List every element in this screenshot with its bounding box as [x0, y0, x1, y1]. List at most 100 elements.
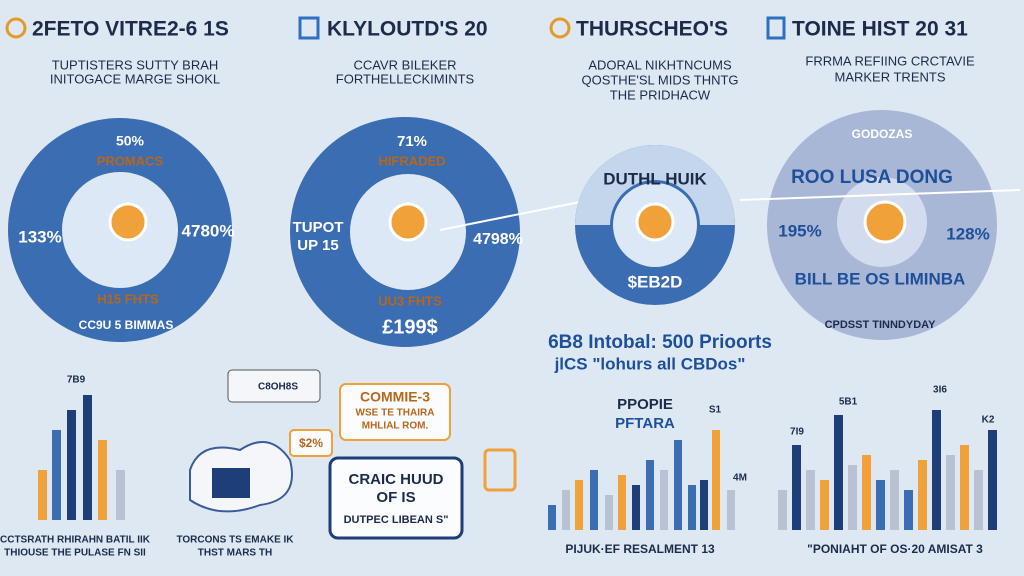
decorative-bar [618, 475, 626, 530]
subtitle: CCAVR BILEKER [353, 57, 456, 72]
icon [766, 16, 786, 40]
icon [483, 448, 517, 492]
label: HIFRADED [378, 153, 445, 168]
chart-label: 7B9 [67, 375, 86, 386]
decorative-bar [562, 490, 570, 530]
header-title: THURSCHEO'S [576, 18, 728, 41]
subtitle: THE PRIDHACW [610, 87, 711, 102]
percent-box [289, 429, 333, 457]
headline: 6B8 Intobal: 500 Prioorts [548, 332, 772, 353]
decorative-bar [98, 440, 107, 520]
decorative-bar [988, 430, 997, 530]
decorative-bar [848, 465, 857, 530]
decorative-bar [38, 470, 47, 520]
label: BILL BE OS LIMINBA [795, 269, 966, 288]
donut-arc [575, 145, 735, 225]
decorative-bar [820, 480, 829, 530]
decorative-bar [932, 410, 941, 530]
decorative-bar [904, 490, 913, 530]
decorative-bar [688, 485, 696, 530]
subtitle: QOSTHE'SL MIDS THNTG [581, 72, 738, 87]
callout: MHLIAL ROM. [362, 421, 429, 432]
chart-label: S1 [709, 405, 722, 416]
caption: CCTSRATH RHIRAHN BATIL IIK [0, 535, 151, 546]
decorative-bar [727, 490, 735, 530]
decorative-bar [660, 470, 668, 530]
header-title: KLYLOUTD'S 20 [327, 18, 488, 41]
label: UP 15 [297, 237, 338, 254]
chart-label: 3I6 [933, 385, 947, 396]
decorative-bar [575, 480, 583, 530]
decorative-bar [548, 505, 556, 530]
chart-label: 7I9 [790, 427, 804, 438]
label: GODOZAS [852, 127, 913, 141]
caption: THST MARS TH [198, 548, 272, 559]
label: CC9U 5 BIMMAS [79, 318, 174, 332]
subtitle: ADORAL NIKHTNCUMS [588, 57, 732, 72]
caption: "PONIAHT OF OS·20 AMISAT 3 [807, 542, 983, 556]
label: 195% [778, 221, 821, 240]
label: DUTHL HUIK [603, 169, 707, 188]
coin [863, 200, 907, 244]
coin [108, 202, 148, 242]
icon [5, 17, 27, 39]
label: PROMACS [97, 153, 164, 168]
decorative-bar [918, 460, 927, 530]
icon [549, 17, 571, 39]
decorative-bar [605, 495, 613, 530]
subtitle: FORTHELLECKIMINTS [336, 71, 475, 86]
percent: $2% [299, 436, 323, 450]
subtitle: TUPTISTERS SUTTY BRAH [52, 57, 219, 72]
decorative-bar [590, 470, 598, 530]
box-text: OF IS [376, 489, 415, 506]
decorative-bar [960, 445, 969, 530]
decorative-bar [83, 395, 92, 520]
header-title: 2FETO VITRE2‑6 1S [32, 18, 229, 41]
callout: WSE TE THAIRA [356, 408, 435, 419]
coin [635, 202, 675, 242]
callout-box [339, 383, 451, 441]
decorative-bar [712, 430, 720, 530]
decorative-bar [946, 455, 955, 530]
label: ROO LUSA DONG [791, 167, 953, 188]
label: 133% [18, 227, 61, 246]
decorative-bar [52, 430, 61, 520]
caption: THIOUSE THE PULASE FN SII [4, 548, 146, 559]
box-text: CRAIC HUUD [349, 471, 444, 488]
subtitle: FRRMA REFIING CRCTAVIE [805, 53, 975, 68]
chart-label: 4M [733, 473, 747, 484]
decorative-bar [116, 470, 125, 520]
chart-title: PFTARA [615, 415, 675, 432]
connector [739, 189, 1021, 201]
label: 71% [397, 133, 427, 150]
decorative-bar [834, 415, 843, 530]
chart-label: 5B1 [839, 397, 858, 408]
decorative-bar [67, 410, 76, 520]
subtitle: INITOGACE MARGE SHOKL [50, 71, 220, 86]
label: TUPOT [293, 219, 344, 236]
label: 4780% [182, 221, 235, 240]
coin [388, 202, 428, 242]
label: 128% [946, 224, 989, 243]
decorative-bar [646, 460, 654, 530]
label: 4798% [473, 231, 523, 248]
decorative-bar [806, 470, 815, 530]
label: H15 FHTS [97, 291, 159, 306]
decorative-bar [674, 440, 682, 530]
tag: C8OH8S [258, 382, 298, 393]
decorative-bar [890, 470, 899, 530]
label: $EB2D [628, 272, 683, 291]
callout: COMMIE-3 [360, 389, 430, 405]
caption: PIJUK·EF RESALMENT 13 [565, 542, 715, 556]
header-title: TOINE HIST 20 31 [792, 18, 968, 41]
decorative-bar [876, 480, 885, 530]
text-box [328, 456, 464, 540]
chart-label: K2 [982, 415, 995, 426]
chart-title: PPOPIE [617, 396, 673, 413]
decorative-bar [862, 455, 871, 530]
caption: TORCONS TS EMAKE IK [176, 535, 294, 546]
tag-box [227, 369, 321, 403]
subtitle: MARKER TRENTS [835, 69, 946, 84]
label: UU3 FHTS [378, 293, 442, 308]
